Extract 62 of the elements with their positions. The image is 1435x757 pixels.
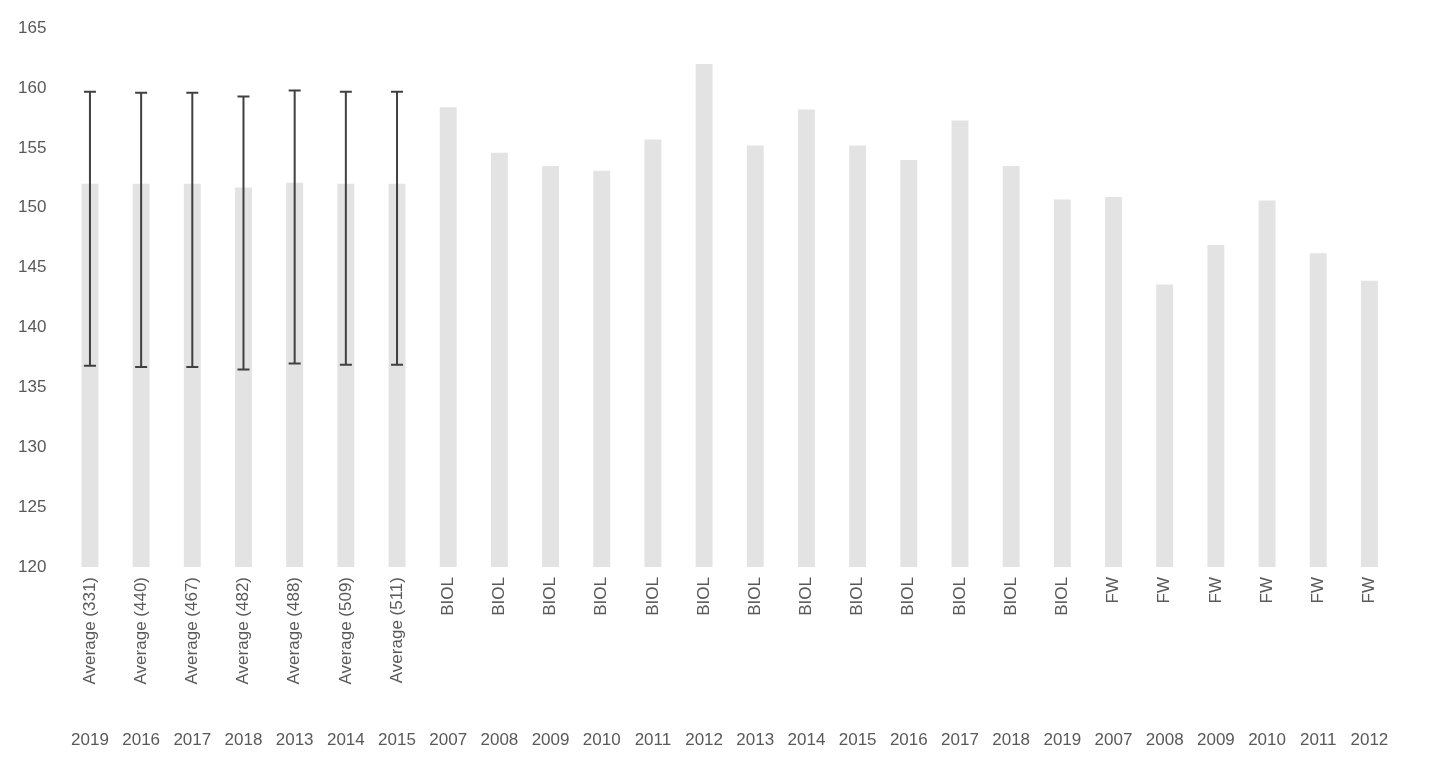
text: 2010 [1248, 729, 1286, 749]
x-tick-label: Average (467) [182, 577, 201, 685]
text: 2009 [1196, 729, 1235, 749]
x-tick-label: Average (509) [335, 577, 355, 685]
y-tick-label: 135 [17, 377, 47, 397]
text: 2007 [429, 729, 468, 749]
x-tick-label: BIOL [949, 577, 969, 616]
text: 2017 [941, 729, 979, 749]
text: 2008 [480, 729, 519, 749]
x-tick-label: BIOL [1000, 577, 1020, 616]
text: 2013 [736, 729, 775, 749]
text: 2012 [685, 729, 724, 749]
y-tick-label: 150 [17, 197, 47, 217]
text: 2012 [1350, 729, 1389, 749]
x-tick-label: FW [1205, 577, 1225, 604]
text: 2016 [122, 729, 161, 749]
x-tick-label: Average (331) [79, 577, 99, 685]
x-tick-label: BIOL [642, 577, 662, 616]
y-tick-label: 145 [17, 257, 47, 277]
x-tick-label: Average (511) [386, 577, 406, 684]
x-tick-label: BIOL [898, 577, 918, 616]
text: 2017 [173, 729, 212, 749]
y-tick-label: 155 [17, 137, 47, 157]
text: 2011 [634, 729, 672, 749]
x-tick-label: FW [1154, 577, 1174, 604]
text: 2009 [531, 729, 570, 749]
x-tick-label: BIOL [847, 577, 867, 616]
y-tick-label: 160 [17, 77, 47, 97]
text: 2013 [275, 729, 314, 749]
x-tick-label: Average (440) [130, 577, 150, 685]
text: 2008 [1145, 729, 1184, 749]
text: 2014 [326, 729, 365, 749]
text: 2018 [992, 729, 1031, 749]
text: 2019 [71, 729, 109, 749]
x-tick-label: BIOL [591, 577, 611, 616]
y-tick-label: 130 [17, 436, 47, 456]
text: 2014 [787, 729, 826, 749]
x-tick-label: BIOL [1052, 577, 1072, 616]
text: 2007 [1094, 729, 1133, 749]
y-tick-label: 165 [17, 17, 47, 37]
text: 2011 [1299, 729, 1337, 749]
x-tick-label: BIOL [693, 577, 713, 616]
x-tick-label: Average (482) [233, 577, 253, 685]
y-tick-label: 140 [17, 317, 47, 337]
x-tick-label: BIOL [489, 577, 509, 616]
x-tick-label: FW [1359, 577, 1379, 604]
text: 2016 [889, 729, 928, 749]
x-tick-label: FW [1307, 577, 1327, 604]
x-tick-label: BIOL [744, 577, 764, 616]
x-tick-label: FW [1256, 577, 1276, 604]
text: 2015 [838, 729, 877, 749]
x-tick-label: FW [1103, 577, 1123, 604]
x-tick-label: BIOL [437, 577, 457, 616]
text: 2015 [378, 729, 416, 749]
x-tick-label: BIOL [540, 577, 560, 616]
y-tick-label: 125 [17, 496, 47, 516]
text: 2018 [224, 729, 263, 749]
y-tick-label: 120 [17, 556, 47, 576]
text: 2019 [1043, 729, 1082, 749]
x-tick-label: BIOL [796, 577, 816, 616]
text: 2010 [582, 729, 621, 749]
x-tick-label: Average (488) [284, 577, 304, 685]
